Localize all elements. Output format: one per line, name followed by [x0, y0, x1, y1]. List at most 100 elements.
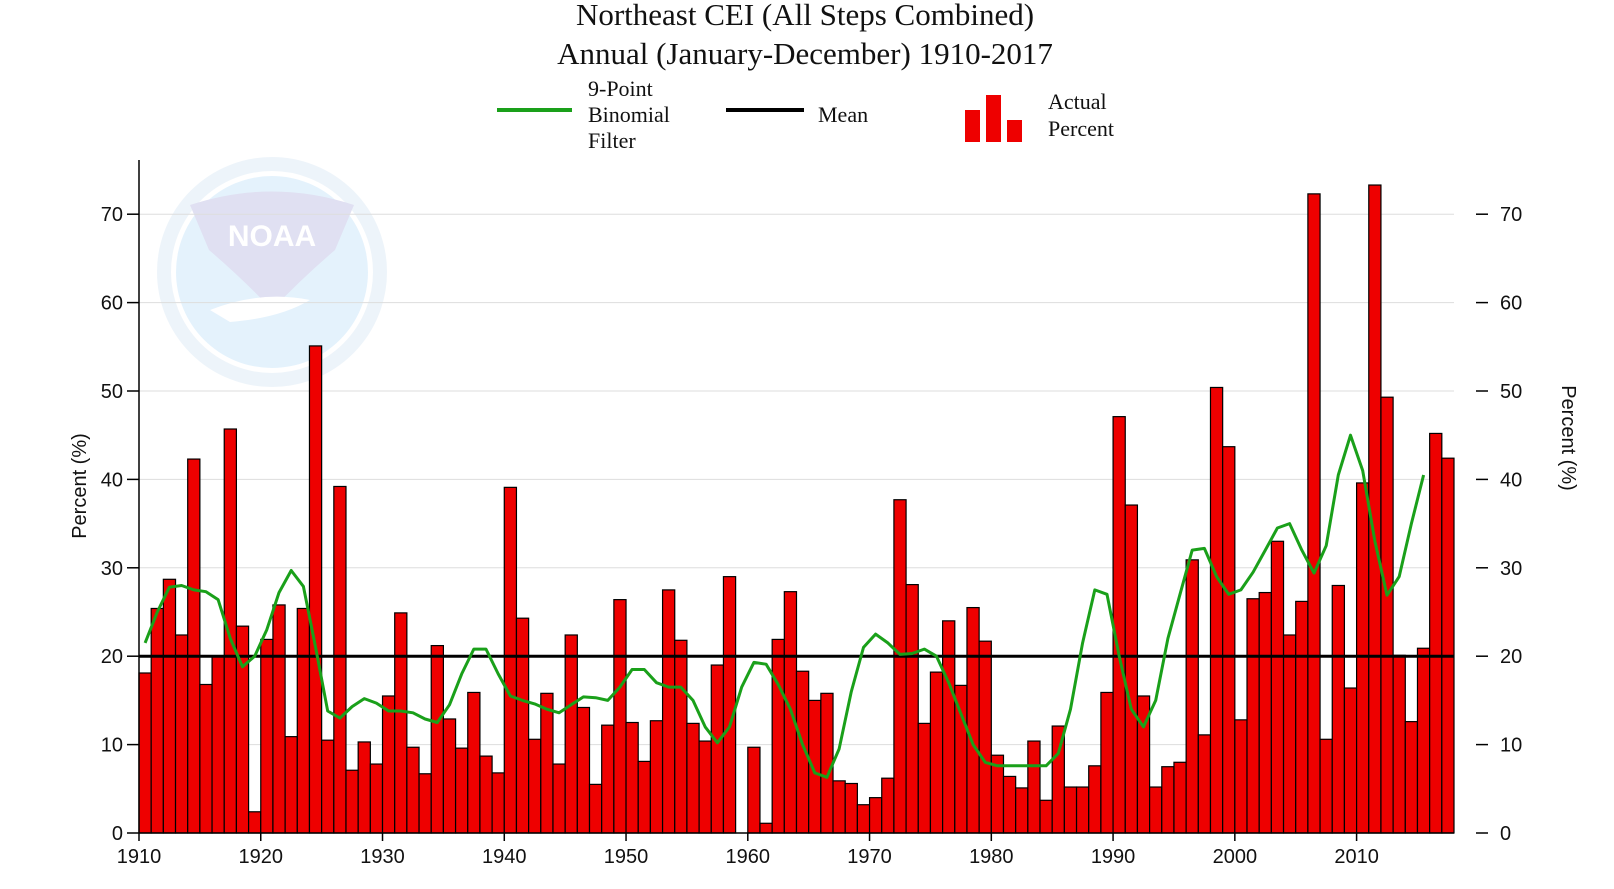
bar-1974	[917, 722, 932, 834]
bar-1988	[1088, 765, 1102, 834]
y-axis-left-ticks: 0 10 20 30 40 50 60 70	[101, 204, 139, 845]
legend-filter-label-line3: Filter	[588, 128, 636, 153]
bar-1950	[625, 721, 639, 834]
y-tick-right-label-40: 40	[1500, 469, 1522, 491]
bar-2002	[1258, 591, 1272, 834]
bar-1939	[491, 772, 505, 834]
bar-2006	[1307, 193, 1321, 834]
bar-1926	[333, 485, 347, 834]
y-axis-right-label: Percent (%)	[1557, 385, 1579, 491]
bar-1955	[686, 722, 700, 834]
x-tick-label-1950: 1950	[604, 846, 649, 868]
bar-1993	[1149, 786, 1163, 834]
bar-1947	[588, 783, 603, 834]
y-tick-right-label-30: 30	[1500, 558, 1522, 580]
bar-1922	[284, 736, 298, 834]
bar-1960	[747, 746, 761, 834]
bar-1953	[661, 589, 676, 834]
bar-1978	[966, 606, 980, 834]
bar-1979	[978, 640, 992, 834]
bar-1933	[418, 773, 432, 834]
bar-1966	[820, 692, 834, 834]
bar-1951	[637, 760, 651, 834]
legend-actual-label-line1: Actual	[1048, 89, 1107, 114]
bar-2005	[1295, 600, 1309, 834]
bar-1941	[515, 617, 530, 834]
y-axis-right-ticks: 0 10 20 30 40 50 60 70	[1476, 204, 1522, 845]
bar-2000	[1234, 719, 1248, 834]
bar-1996	[1185, 559, 1199, 834]
bar-1932	[406, 746, 420, 834]
chart-title: Northeast CEI (All Steps Combined)	[576, 0, 1034, 32]
bar-1924	[308, 345, 323, 834]
x-tick-label-1990: 1990	[1091, 846, 1136, 868]
bar-1958	[722, 576, 737, 834]
legend: 9-Point Binomial Filter Mean Actual Perc…	[497, 76, 1114, 153]
bar-1971	[881, 777, 895, 834]
bar-1913	[174, 634, 189, 834]
x-tick-label-1970: 1970	[847, 846, 892, 868]
bar-1910	[138, 672, 152, 834]
bar-1920	[260, 638, 274, 834]
bar-1967	[832, 780, 846, 834]
bar-1998	[1209, 386, 1224, 834]
bar-1917	[223, 428, 238, 834]
bar-1944	[552, 763, 566, 834]
bar-2012	[1380, 396, 1394, 834]
y-tick-left-label-40: 40	[101, 469, 123, 491]
bar-1999	[1222, 446, 1236, 834]
bar-1945	[564, 634, 578, 834]
x-tick-label-1960: 1960	[726, 846, 771, 868]
y-tick-left-label-50: 50	[101, 381, 123, 403]
bar-1911	[150, 607, 164, 834]
bar-1982	[1015, 787, 1029, 834]
bar-1914	[187, 458, 201, 834]
bar-1956	[698, 740, 712, 834]
bar-1970	[868, 797, 883, 834]
bar-1981	[1002, 775, 1017, 834]
x-tick-label-1980: 1980	[969, 846, 1014, 868]
filter-line-group	[143, 433, 1426, 779]
bar-1990	[1112, 416, 1126, 834]
legend-mean-label: Mean	[818, 102, 868, 127]
bar-1925	[321, 739, 335, 834]
bar-1962	[771, 638, 785, 834]
x-tick-label-1930: 1930	[360, 846, 405, 868]
bar-1915	[199, 683, 213, 834]
bar-1957	[710, 664, 725, 834]
bar-2010	[1355, 482, 1370, 834]
bar-2007	[1319, 738, 1333, 834]
bar-1997	[1197, 734, 1212, 834]
bar-2016	[1429, 432, 1443, 834]
y-tick-left-label-70: 70	[101, 204, 123, 226]
bar-1995	[1173, 761, 1187, 834]
bar-1936	[454, 747, 469, 834]
bar-2014	[1404, 721, 1419, 834]
legend-filter-label-line1: 9-Point	[588, 76, 653, 101]
x-tick-label-1910: 1910	[117, 846, 162, 868]
y-tick-right-label-10: 10	[1500, 735, 1522, 757]
bar-1946	[576, 706, 591, 834]
bar-2001	[1246, 598, 1260, 834]
x-tick-label-1940: 1940	[482, 846, 527, 868]
bar-1961	[759, 822, 773, 834]
bar-1929	[369, 763, 384, 834]
bar-1928	[357, 741, 371, 834]
bar-2015	[1416, 647, 1431, 834]
svg-text:NOAA: NOAA	[228, 220, 316, 253]
bar-1912	[162, 578, 177, 834]
bar-1943	[540, 692, 554, 834]
x-tick-label-1920: 1920	[239, 846, 284, 868]
bar-1983	[1027, 740, 1041, 834]
filter-line	[143, 433, 1426, 779]
x-axis-ticks: 1910 1920 1930 1940 1950 1960 1970 1980 1990 2000…	[117, 833, 1379, 868]
bar-1919	[247, 811, 262, 834]
bar-1984	[1039, 799, 1053, 834]
bar-2003	[1270, 540, 1285, 834]
bar-1987	[1075, 786, 1090, 834]
bar-1969	[856, 804, 871, 834]
x-tick-label-2000: 2000	[1213, 846, 1258, 868]
y-axis-left-label: Percent (%)	[69, 433, 91, 539]
